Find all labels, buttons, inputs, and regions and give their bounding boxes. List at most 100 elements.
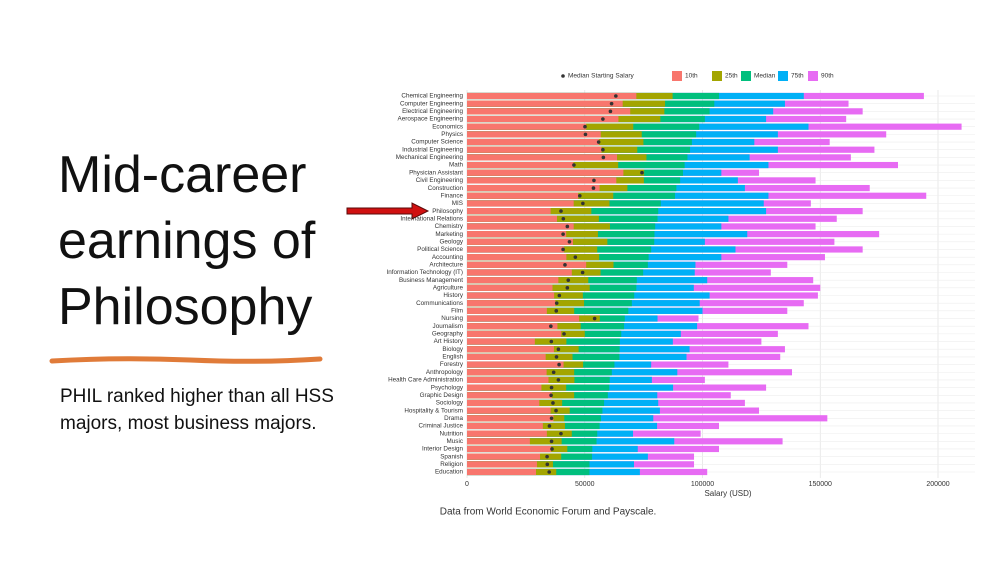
legend-label: 90th [821,73,834,80]
legend-dot [561,74,565,78]
y-tick-label: Computer Engineering [400,100,464,107]
y-tick-label: Music [447,438,463,445]
bar [467,269,572,276]
y-tick-label: Sociology [436,400,464,407]
bar [467,277,559,284]
legend-label: Median Starting Salary [568,73,635,80]
y-tick-label: Film [451,308,463,315]
x-tick-label: 150000 [809,481,832,488]
bar [467,215,557,222]
starting-salary-dot [601,147,605,152]
bar [467,376,549,384]
x-tick-label: 50000 [575,481,595,488]
y-tick-label: Education [435,469,464,476]
bar [467,192,579,199]
starting-salary-dot [561,216,566,221]
y-tick-label: MIS [452,200,463,207]
starting-salary-dot [547,424,552,428]
y-tick-label: Aerospace Engineering [398,116,464,123]
y-tick-label: Economics [432,123,463,130]
bar [467,161,574,169]
starting-salary-dot [562,332,566,336]
x-tick-label: 100000 [691,481,714,488]
arrow [346,202,430,220]
y-tick-label: Geology [440,238,464,245]
bar [467,138,599,146]
starting-salary-dot [563,263,567,267]
starting-salary-dot [547,470,551,474]
bar [467,246,565,253]
y-tick-label: Anthropology [426,369,464,376]
y-tick-label: Physician Assistant [409,169,463,176]
bar [467,346,554,353]
starting-salary-dot [608,109,613,114]
starting-salary-dot [545,462,550,467]
starting-salary-dot [573,255,578,259]
starting-salary-dot [592,316,597,321]
bar [467,184,600,192]
legend-swatch [712,71,722,81]
starting-salary-dot [554,301,559,305]
bar [467,169,624,176]
y-tick-label: Industrial Engineering [402,146,463,153]
x-tick-label: 0 [465,481,469,488]
starting-salary-dot [565,286,570,290]
bar [467,108,631,115]
divider [49,356,323,364]
y-tick-label: Electrical Engineering [402,108,463,115]
y-tick-label: Interior Design [422,446,463,453]
bar [467,422,543,430]
bar [467,407,551,414]
starting-salary-dot [549,385,554,390]
bar [467,146,602,153]
starting-salary-dot [572,163,576,167]
bar [467,208,551,215]
starting-salary-dot [583,124,587,129]
bar [467,92,637,100]
bar [467,177,617,184]
bar [467,438,530,445]
starting-salary-dot [561,232,565,236]
y-tick-label: Health Care Administration [388,377,463,384]
starting-salary-dot [549,324,553,329]
y-tick-label: Religion [440,461,463,468]
starting-salary-dot [557,362,561,367]
starting-salary-dot [561,247,565,252]
bar [467,131,601,138]
y-tick-label: International Relations [400,215,463,222]
bar [467,154,618,161]
bar [467,261,587,268]
y-tick-label: Nutrition [440,430,464,437]
starting-salary-dot [592,178,596,183]
bar [467,300,556,307]
starting-salary-dot [551,370,556,375]
y-tick-label: Geography [432,331,464,338]
caption: Data from World Economic Forum and Paysc… [440,507,657,518]
bar [467,453,541,460]
y-tick-label: Art History [434,338,464,345]
bar [467,115,619,123]
starting-salary-dot [550,447,554,451]
bar [467,361,564,368]
bar [467,445,552,453]
starting-salary-dot [583,132,588,137]
y-tick-label: Chemistry [435,223,464,230]
starting-salary-dot [609,101,614,106]
y-tick-label: Spanish [440,453,463,460]
starting-salary-dot [549,416,554,421]
bar [467,200,574,207]
starting-salary-dot [578,193,582,198]
legend-label: 25th [725,73,738,80]
y-tick-label: Marketing [435,231,463,238]
starting-salary-dot [567,239,572,244]
starting-salary-dot [545,454,549,459]
y-tick-label: Hospitality & Tourism [404,407,463,414]
starting-salary-dot [596,140,601,144]
bar [467,123,587,130]
bar [467,399,540,407]
x-axis-label: Salary (USD) [704,489,751,498]
y-tick-label: Philosophy [432,208,464,215]
starting-salary-dot [557,293,562,298]
starting-salary-dot [640,170,644,175]
